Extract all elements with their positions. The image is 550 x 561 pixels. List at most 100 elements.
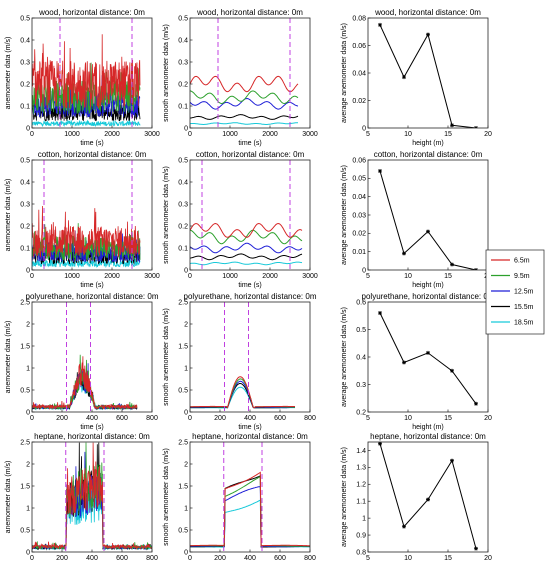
y-tick-label: 0 [362, 125, 366, 132]
y-tick-label: 1 [184, 505, 188, 512]
series-12.5m [190, 242, 303, 254]
series-12.5m [190, 485, 310, 548]
x-tick-label: 1000 [64, 131, 80, 138]
plot-area [190, 302, 296, 412]
y-tick-label: 1.5 [178, 483, 188, 490]
y-tick-label: 0 [184, 549, 188, 556]
data-point [402, 251, 406, 256]
y-tick-label: 2.5 [20, 299, 30, 306]
plot-area [190, 442, 310, 552]
x-tick-label: 600 [116, 415, 128, 422]
y-tick-label: 0.4 [178, 37, 188, 44]
series-6.5m [190, 222, 303, 238]
panel-title: wood, horizontal distance: 0m [38, 8, 145, 17]
y-axis-label: average anemometer data (m/s) [341, 165, 348, 265]
series-18.5m [32, 118, 141, 128]
y-tick-label: 0.3 [178, 201, 188, 208]
y-tick-label: 2.5 [178, 299, 188, 306]
x-tick-label: 10 [404, 131, 412, 138]
data-point [378, 22, 382, 27]
panel-title: heptane, horizontal distance: 0m [34, 432, 150, 441]
series-18.5m [190, 122, 298, 125]
x-tick-label: 2000 [262, 273, 278, 280]
data-point [450, 262, 454, 267]
y-tick-label: 0 [26, 267, 30, 274]
series-6.5m [32, 205, 141, 258]
y-tick-label: 0.06 [352, 157, 366, 164]
y-tick-label: 0.1 [178, 245, 188, 252]
panel-title: polyurethane, horizontal distance: 0m [26, 292, 159, 301]
x-axis-label: height (m) [412, 424, 444, 431]
x-tick-label: 800 [146, 415, 158, 422]
panel-title: wood, horizontal distance: 0m [374, 8, 481, 17]
y-tick-label: 0.03 [352, 212, 366, 219]
x-tick-label: 600 [274, 415, 286, 422]
y-tick-label: 1.5 [20, 483, 30, 490]
data-point [378, 442, 382, 446]
x-tick-label: 400 [244, 555, 256, 561]
panel-poly-avg: polyurethane, horizontal distance: 0m 5 10… [341, 292, 495, 431]
panel-wood-smooth: wood, horizontal distance: 0m 0 1000 2000 30… [163, 8, 318, 147]
data-point [426, 497, 430, 502]
y-axis-label: smooth anemometer data (m/s) [163, 24, 170, 122]
x-tick-label: 0 [188, 415, 192, 422]
y-tick-label: 0 [26, 125, 30, 132]
x-axis-label: time (s) [80, 282, 103, 289]
x-tick-label: 10 [404, 415, 412, 422]
y-tick-label: 1.3 [356, 465, 366, 472]
x-tick-label: 0 [30, 131, 34, 138]
y-tick-label: 0 [26, 409, 30, 416]
x-tick-label: 400 [244, 415, 256, 422]
y-tick-label: 0 [184, 409, 188, 416]
y-tick-label: 0.5 [178, 15, 188, 22]
data-point [402, 524, 406, 529]
y-tick-label: 0.6 [356, 299, 366, 306]
panel-poly-raw: polyurethane, horizontal distance: 0m 0 2 0… [5, 292, 159, 431]
y-tick-label: 0.04 [352, 194, 366, 201]
x-tick-label: 1000 [222, 273, 238, 280]
data-point [450, 458, 454, 463]
x-tick-label: 20 [484, 131, 492, 138]
y-tick-label: 2 [26, 321, 30, 328]
data-point [450, 123, 454, 128]
y-tick-label: 2.5 [20, 439, 30, 446]
legend-label: 9.5m [514, 273, 530, 280]
average-line [379, 24, 477, 128]
x-tick-label: 3000 [302, 273, 318, 280]
legend-label: 15.5m [514, 304, 534, 311]
y-tick-label: 0.5 [20, 527, 30, 534]
axes-box [31, 159, 153, 271]
x-tick-label: 0 [188, 273, 192, 280]
y-tick-label: 0.5 [20, 387, 30, 394]
x-tick-label: 2000 [262, 131, 278, 138]
series-15.5m [190, 114, 299, 120]
y-tick-label: 0.02 [352, 231, 366, 238]
x-tick-label: 200 [214, 555, 226, 561]
y-tick-label: 0.2 [178, 223, 188, 230]
average-line [379, 170, 477, 270]
y-tick-label: 1 [26, 365, 30, 372]
x-axis-label: time (s) [238, 282, 261, 289]
axes-box [189, 17, 311, 129]
plot-area [378, 22, 478, 128]
x-tick-label: 0 [188, 555, 192, 561]
y-axis-label: smooth anemometer data (m/s) [163, 308, 170, 406]
legend-label: 12.5m [514, 289, 534, 296]
y-tick-label: 0.08 [352, 15, 366, 22]
x-tick-label: 2000 [104, 131, 120, 138]
plot-area [378, 169, 478, 270]
x-tick-label: 2000 [104, 273, 120, 280]
x-tick-label: 600 [274, 555, 286, 561]
data-point [426, 350, 430, 355]
legend: 6.5m 9.5m 12.5m 15.5m 18.5m [485, 249, 545, 335]
series-18.5m [190, 386, 295, 409]
series-9.5m [190, 378, 295, 409]
x-tick-label: 3000 [144, 131, 160, 138]
y-tick-label: 0.2 [20, 81, 30, 88]
y-tick-label: 0.04 [352, 70, 366, 77]
series-15.5m [190, 475, 310, 548]
y-tick-label: 0.1 [178, 103, 188, 110]
y-axis-label: anemometer data (m/s) [5, 37, 12, 110]
y-tick-label: 0.1 [20, 245, 30, 252]
x-tick-label: 20 [484, 555, 492, 561]
